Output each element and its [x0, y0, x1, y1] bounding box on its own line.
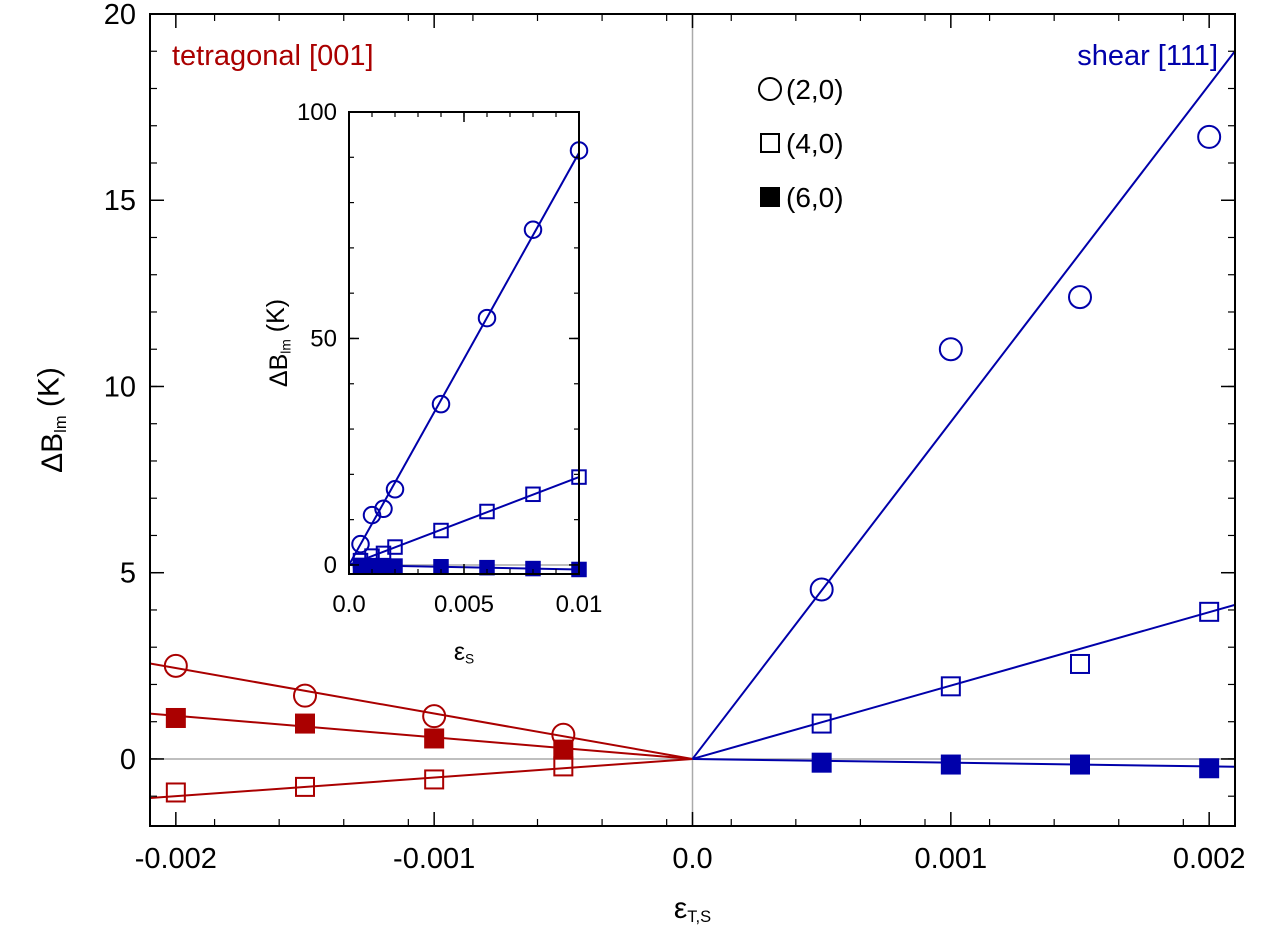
y-axis-title: ΔBlm (K)	[33, 367, 71, 473]
y-axis-title: ΔBlm (K)	[262, 299, 293, 387]
data-point-shear-40-0	[811, 713, 832, 734]
data-point-tetragonal-20-0	[163, 653, 188, 678]
y-tick-label: 5	[120, 558, 136, 590]
x-tick-label: -0.002	[135, 843, 217, 875]
region-label-tetragonal: tetragonal [001]	[172, 40, 374, 72]
data-point-shear-60-3	[1199, 758, 1220, 779]
data-point-tetragonal-60-0	[165, 707, 186, 728]
data-point-tetragonal-40-0	[165, 782, 186, 803]
data-point-shear-40-1	[940, 676, 961, 697]
data-point-shear-20-3	[1197, 124, 1222, 149]
x-tick-label: 0.001	[915, 843, 988, 875]
fit-line-tetragonal-20	[150, 662, 693, 760]
fit-line-shear-20	[691, 50, 1235, 760]
data-point-shear-60-2	[1070, 754, 1090, 775]
legend-marker-0	[758, 77, 782, 101]
main-plot: -0.002 -0.001 0.0 0.001 0.002 0 5 10 15 20 εT,S ΔBl…	[33, 0, 1246, 926]
y-tick-label: 0	[324, 552, 337, 579]
data-point-shear-40-4	[433, 522, 449, 539]
data-point-tetragonal-40-2	[424, 769, 445, 790]
x-tick-label: 0.0	[672, 843, 712, 875]
y-tick-label: 0	[120, 744, 136, 776]
legend-label: (4,0)	[786, 128, 844, 159]
data-point-shear-60-0	[811, 752, 832, 773]
data-point-shear-20-0	[351, 534, 370, 554]
data-point-shear-20-4	[431, 394, 451, 414]
fit-line-tetragonal-60	[150, 712, 693, 760]
data-point-shear-20-1	[362, 505, 382, 525]
y-tick-label: 50	[310, 325, 337, 352]
data-point-tetragonal-60-3	[553, 739, 574, 760]
x-tick-label: 0.002	[1173, 843, 1246, 875]
data-point-tetragonal-60-1	[295, 713, 315, 734]
data-point-shear-60-6	[525, 560, 541, 577]
y-tick-label: 10	[104, 371, 136, 403]
data-point-shear-20-5	[477, 308, 497, 328]
data-point-shear-20-3	[385, 480, 405, 499]
y-tick-label: 100	[297, 99, 337, 126]
fit-line-tetragonal-40	[150, 757, 693, 800]
legend-label: (2,0)	[786, 74, 844, 105]
data-point-shear-20-6	[523, 220, 543, 240]
data-point-shear-40-3	[387, 539, 403, 555]
x-axis-title: εT,S	[674, 892, 711, 926]
data-point-shear-20-2	[1068, 285, 1092, 310]
data-point-tetragonal-60-2	[424, 728, 445, 749]
data-point-shear-60-1	[940, 754, 961, 775]
y-tick-label: 20	[104, 0, 136, 31]
data-point-shear-20-0	[809, 577, 834, 602]
data-point-tetragonal-40-1	[295, 776, 315, 797]
x-tick-label: 0.01	[556, 591, 603, 618]
legend: (2,0) (4,0) (6,0)	[758, 74, 844, 213]
data-point-shear-40-2	[1070, 653, 1090, 674]
data-point-shear-20-1	[938, 337, 963, 362]
x-tick-label: 0.0	[332, 591, 365, 618]
data-point-tetragonal-20-2	[422, 704, 447, 729]
fit-line-shear-60	[692, 757, 1235, 768]
data-point-tetragonal-20-1	[293, 683, 317, 708]
region-label-shear: shear [111]	[1077, 40, 1218, 72]
legend-marker-1	[760, 133, 780, 153]
data-point-shear-40-5	[479, 503, 495, 520]
x-tick-label: 0.005	[434, 591, 494, 618]
x-tick-label: -0.001	[393, 843, 475, 875]
x-axis-title: εS	[454, 638, 474, 666]
data-point-shear-40-6	[525, 486, 541, 503]
legend-marker-2	[760, 187, 780, 207]
fit-line-shear-40	[692, 603, 1235, 760]
y-tick-label: 15	[104, 185, 136, 217]
fit-line-shear-20	[349, 152, 579, 566]
data-point-shear-40-3	[1199, 601, 1220, 622]
data-point-shear-20-2	[374, 499, 393, 519]
inset-plot: 0.0 0.005 0.01 0 50 100 εS ΔBlm (K)	[262, 99, 602, 666]
legend-label: (6,0)	[786, 182, 844, 213]
data-layer	[150, 50, 1235, 800]
